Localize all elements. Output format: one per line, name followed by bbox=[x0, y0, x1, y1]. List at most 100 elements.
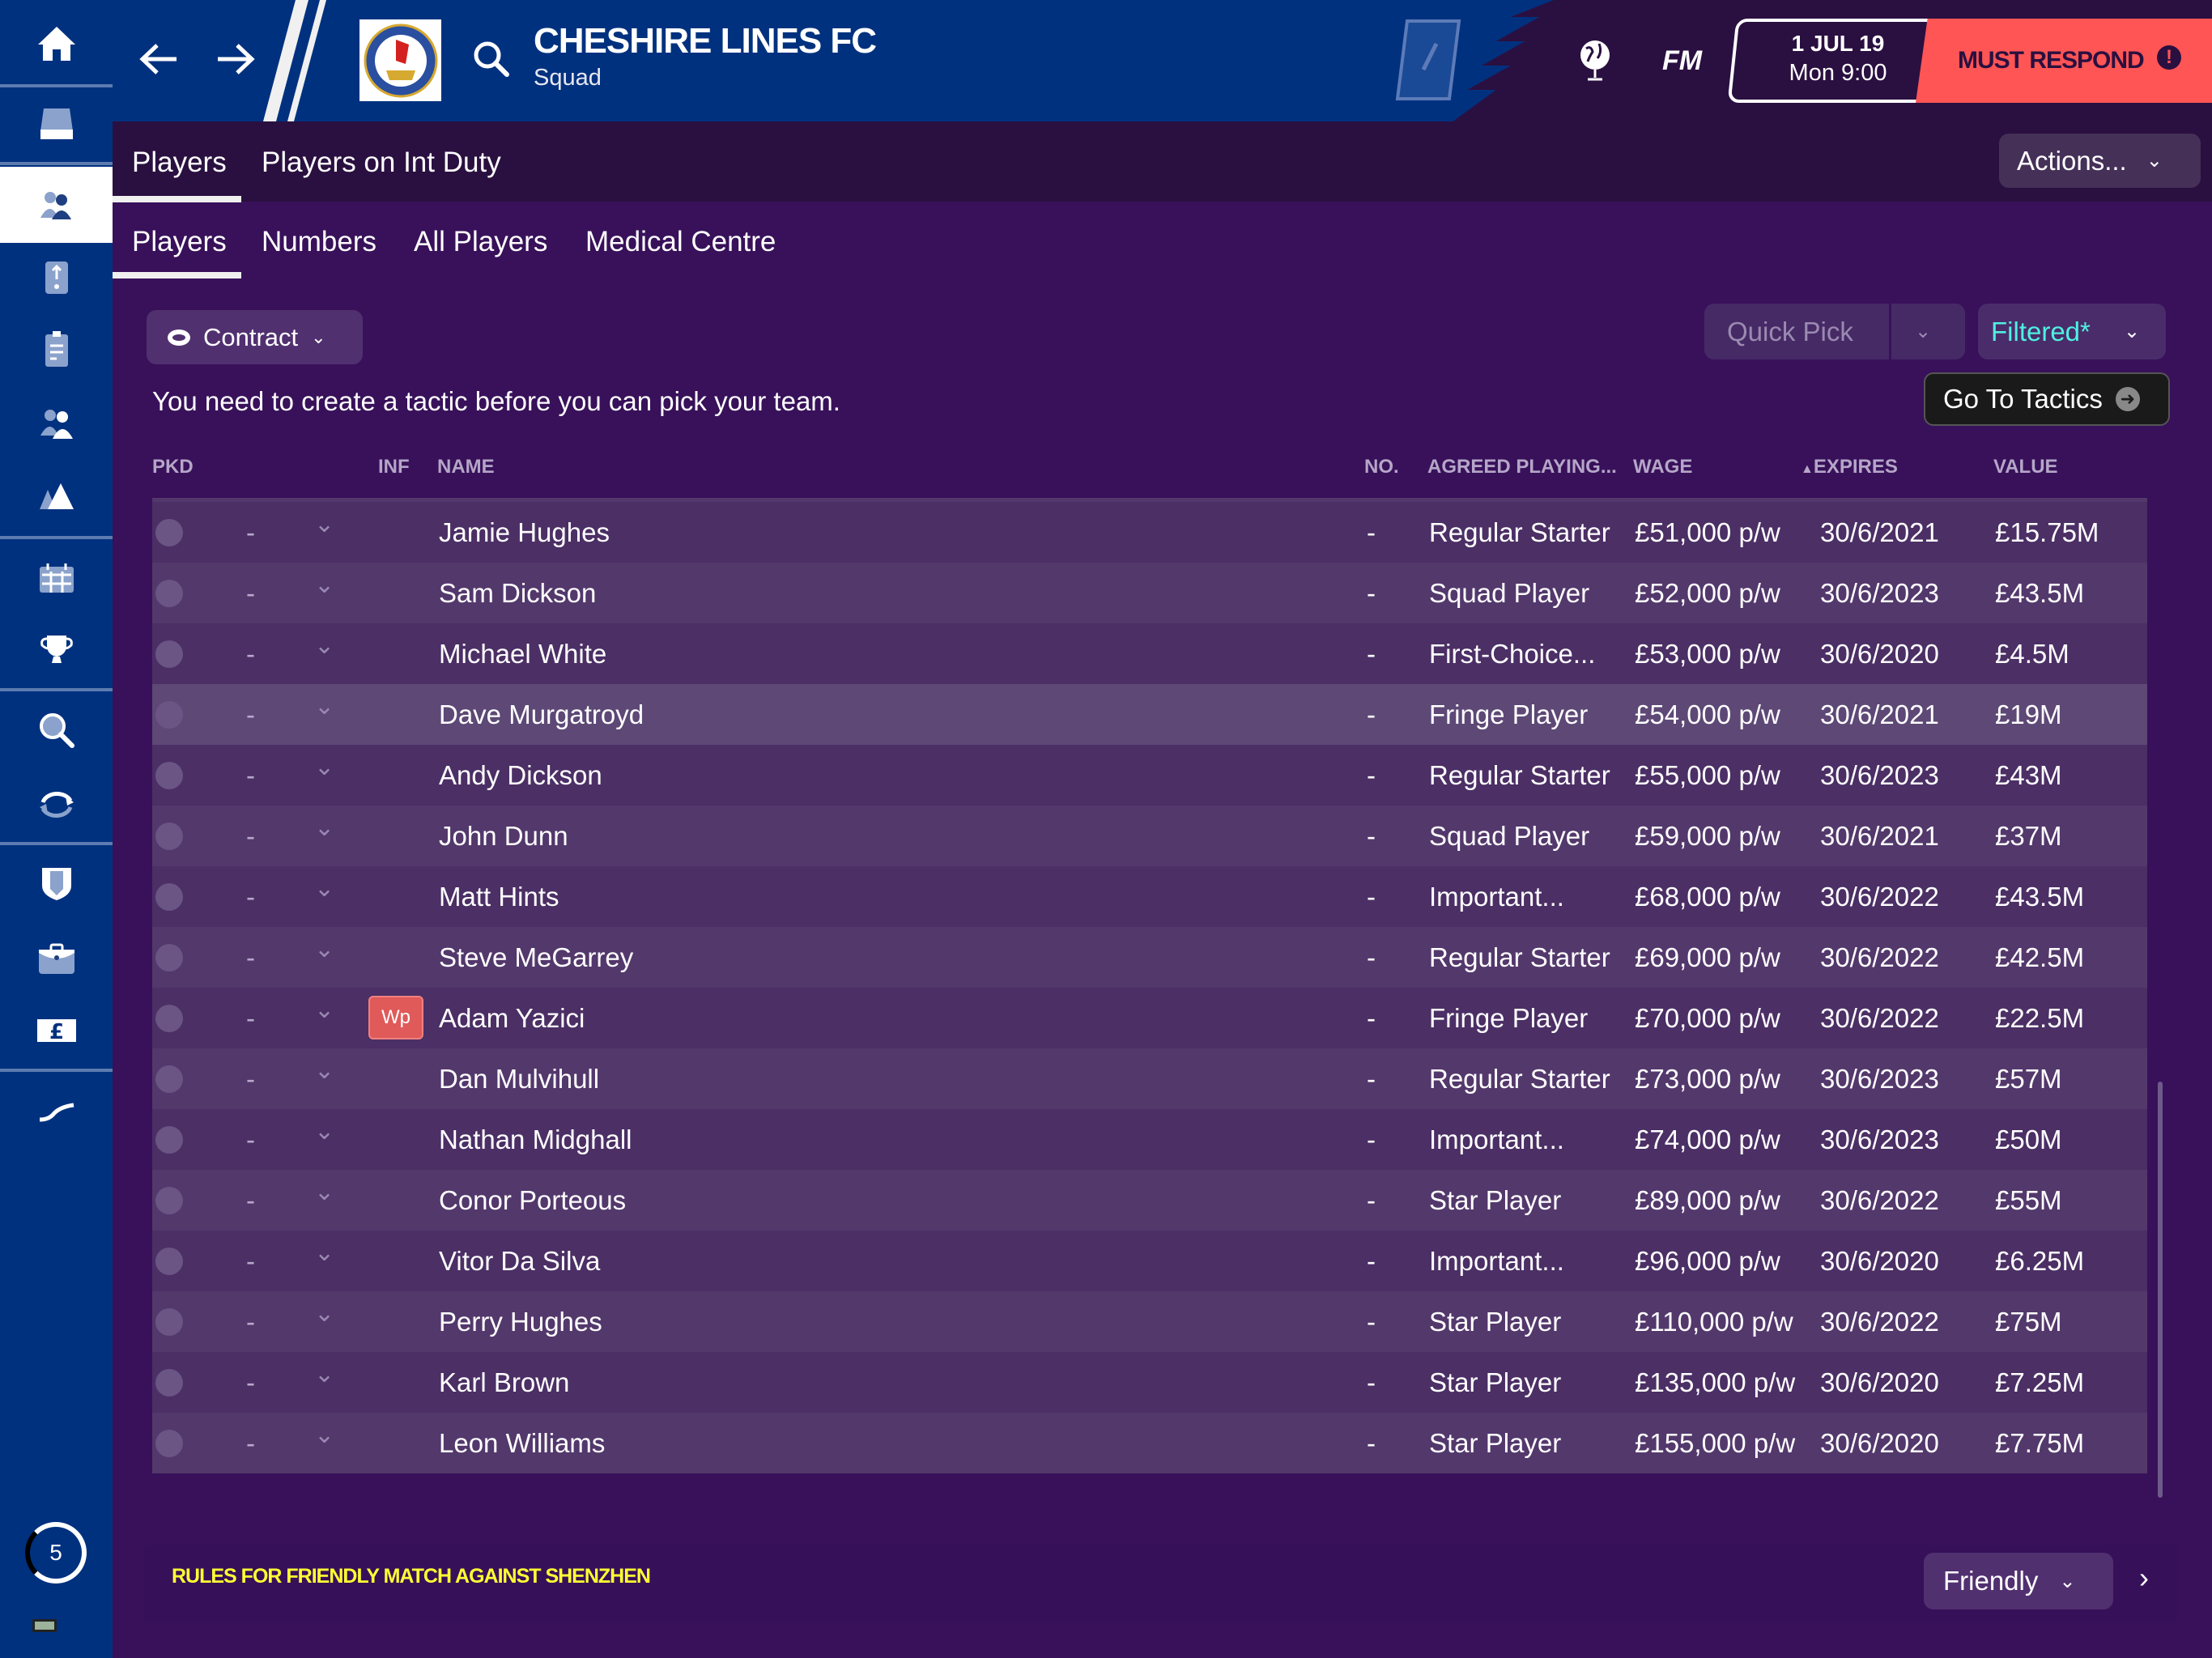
col-value[interactable]: VALUE bbox=[1993, 456, 2058, 478]
sidebar-item-home[interactable] bbox=[0, 7, 113, 80]
table-row[interactable]: - ⌄ Karl Brown - Star Player £135,000 p/w 30/6… bbox=[152, 1352, 2147, 1413]
chevron-down-icon[interactable]: ⌄ bbox=[314, 632, 335, 659]
sidebar-item-training[interactable] bbox=[0, 460, 113, 533]
match-rules-label[interactable]: RULES FOR FRIENDLY MATCH AGAINST SHENZHE… bbox=[172, 1565, 651, 1588]
picked-check-icon[interactable] bbox=[155, 1005, 183, 1032]
chevron-down-icon[interactable]: ⌄ bbox=[314, 572, 335, 598]
go-to-tactics-button[interactable]: Go To Tactics ➜ bbox=[1924, 372, 2170, 426]
subtab-numbers[interactable]: Numbers bbox=[262, 226, 376, 257]
player-name[interactable]: Nathan Midghall bbox=[439, 1124, 632, 1154]
table-row[interactable]: - ⌄ Wp Adam Yazici - Fringe Player £70,000 p/w… bbox=[152, 988, 2147, 1048]
filter-button[interactable]: Filtered* ⌄ bbox=[1978, 304, 2166, 359]
player-name[interactable]: Leon Williams bbox=[439, 1428, 606, 1458]
player-name[interactable]: John Dunn bbox=[439, 821, 568, 851]
player-name[interactable]: Michael White bbox=[439, 639, 607, 669]
chevron-down-icon[interactable]: ⌄ bbox=[314, 754, 335, 780]
sidebar-item-reports[interactable] bbox=[0, 313, 113, 386]
tab-players-on-int-duty[interactable]: Players on Int Duty bbox=[262, 147, 501, 178]
table-row[interactable]: - ⌄ Vitor Da Silva - Important... £96,000 p/w… bbox=[152, 1231, 2147, 1291]
table-row[interactable]: - ⌄ Steve MeGarrey - Regular Starter £69,000 … bbox=[152, 927, 2147, 988]
picked-check-icon[interactable] bbox=[155, 701, 183, 729]
view-selector[interactable]: Contract ⌄ bbox=[147, 310, 363, 364]
table-row[interactable]: - ⌄ Dan Mulvihull - Regular Starter £73,000 p… bbox=[152, 1048, 2147, 1109]
table-row[interactable]: -⌄Chris Cruickshanks-Important...£50,000… bbox=[152, 498, 2147, 502]
tab-players[interactable]: Players bbox=[132, 147, 227, 178]
table-row[interactable]: - ⌄ Andy Dickson - Regular Starter £55,000 p/… bbox=[152, 745, 2147, 806]
player-name[interactable]: Sam Dickson bbox=[439, 578, 597, 608]
sidebar-item-scouting[interactable] bbox=[0, 694, 113, 767]
player-name[interactable]: Dan Mulvihull bbox=[439, 1064, 600, 1094]
picked-check-icon[interactable] bbox=[155, 823, 183, 850]
chevron-down-icon[interactable]: ⌄ bbox=[314, 997, 335, 1023]
player-name[interactable]: Andy Dickson bbox=[439, 760, 602, 790]
table-row[interactable]: - ⌄ Leon Williams - Star Player £155,000 p/w 3… bbox=[152, 1413, 2147, 1473]
picked-check-icon[interactable] bbox=[155, 1369, 183, 1397]
picked-check-icon[interactable] bbox=[155, 762, 183, 789]
sidebar-item-staff[interactable] bbox=[0, 388, 113, 461]
chevron-down-icon[interactable]: ⌄ bbox=[314, 875, 335, 902]
quick-pick-button[interactable]: Quick Pick ⌄ bbox=[1704, 304, 1965, 359]
subtab-players[interactable]: Players bbox=[132, 226, 227, 257]
player-name[interactable]: Adam Yazici bbox=[439, 1003, 585, 1033]
forward-button[interactable] bbox=[215, 40, 255, 82]
picked-check-icon[interactable] bbox=[155, 640, 183, 668]
chevron-down-icon[interactable]: ⌄ bbox=[314, 693, 335, 720]
picked-check-icon[interactable] bbox=[155, 1430, 183, 1457]
subtab-all-players[interactable]: All Players bbox=[414, 226, 548, 257]
search-icon[interactable] bbox=[471, 39, 512, 83]
globe-icon[interactable] bbox=[1575, 37, 1615, 87]
picked-check-icon[interactable] bbox=[155, 1248, 183, 1275]
table-row[interactable]: - ⌄ Perry Hughes - Star Player £110,000 p/w 30… bbox=[152, 1291, 2147, 1352]
chevron-down-icon[interactable]: ⌄ bbox=[314, 1239, 335, 1266]
sidebar-item-squad[interactable] bbox=[0, 167, 113, 243]
sidebar-item-finances[interactable]: £ bbox=[0, 994, 113, 1067]
player-name[interactable]: Conor Porteous bbox=[439, 1185, 627, 1215]
table-row[interactable]: - ⌄ Matt Hints - Important... £68,000 p/w 30/6… bbox=[152, 866, 2147, 927]
chevron-down-icon[interactable]: ⌄ bbox=[314, 1057, 335, 1084]
player-name[interactable]: Matt Hints bbox=[439, 882, 559, 912]
sidebar-item-club-info[interactable] bbox=[0, 848, 113, 920]
picked-check-icon[interactable] bbox=[155, 1126, 183, 1154]
match-type-selector[interactable]: Friendly ⌄ bbox=[1924, 1553, 2113, 1609]
chevron-down-icon[interactable]: ⌄ bbox=[314, 936, 335, 963]
sidebar-item-dynamics[interactable] bbox=[0, 241, 113, 314]
player-name[interactable]: Karl Brown bbox=[439, 1367, 570, 1397]
picked-check-icon[interactable] bbox=[155, 519, 183, 546]
table-row[interactable]: - ⌄ John Dunn - Squad Player £59,000 p/w 30/6/… bbox=[152, 806, 2147, 866]
chevron-down-icon[interactable]: ⌄ bbox=[314, 1422, 335, 1448]
table-row[interactable]: - ⌄ Conor Porteous - Star Player £89,000 p/w 3… bbox=[152, 1170, 2147, 1231]
chevron-right-icon[interactable]: › bbox=[2139, 1561, 2149, 1594]
player-name[interactable]: Perry Hughes bbox=[439, 1307, 602, 1337]
subtab-medical-centre[interactable]: Medical Centre bbox=[585, 226, 776, 257]
col-wage[interactable]: WAGE bbox=[1633, 456, 1693, 478]
chevron-down-icon[interactable]: ⌄ bbox=[314, 1179, 335, 1205]
club-logo[interactable] bbox=[359, 19, 441, 101]
picked-check-icon[interactable] bbox=[155, 580, 183, 607]
picked-check-icon[interactable] bbox=[155, 1308, 183, 1336]
chevron-down-icon[interactable]: ⌄ bbox=[314, 814, 335, 841]
sidebar-item-inbox[interactable] bbox=[0, 87, 113, 160]
player-name[interactable]: Dave Murgatroyd bbox=[439, 699, 644, 729]
col-agreed-playing-time[interactable]: AGREED PLAYING... bbox=[1427, 456, 1617, 478]
processing-counter[interactable]: 5 bbox=[25, 1522, 87, 1584]
col-expires[interactable]: ▲EXPIRES bbox=[1801, 456, 1898, 478]
back-button[interactable] bbox=[139, 40, 180, 82]
chevron-down-icon[interactable]: ⌄ bbox=[314, 1300, 335, 1327]
col-pkd[interactable]: PKD bbox=[152, 456, 194, 478]
table-row[interactable]: - ⌄ Nathan Midghall - Important... £74,000 p/… bbox=[152, 1109, 2147, 1170]
table-row[interactable]: - ⌄ Dave Murgatroyd - Fringe Player £54,000 p… bbox=[152, 684, 2147, 745]
notepad-icon[interactable] bbox=[1389, 19, 1475, 104]
actions-button[interactable]: Actions... ⌄ bbox=[1999, 134, 2201, 188]
sidebar-item-schedule[interactable] bbox=[0, 542, 113, 614]
col-name[interactable]: NAME bbox=[437, 456, 495, 478]
chevron-down-icon[interactable]: ⌄ bbox=[314, 511, 335, 538]
picked-check-icon[interactable] bbox=[155, 1065, 183, 1093]
sidebar-item-competitions[interactable] bbox=[0, 614, 113, 687]
col-no[interactable]: NO. bbox=[1364, 456, 1399, 478]
col-inf[interactable]: INF bbox=[378, 456, 410, 478]
sidebar-item-development[interactable] bbox=[0, 1076, 113, 1149]
chevron-down-icon[interactable]: ⌄ bbox=[314, 1118, 335, 1145]
sidebar-item-club-vision[interactable] bbox=[0, 923, 113, 996]
sidebar-item-transfers[interactable] bbox=[0, 767, 113, 840]
table-row[interactable]: - ⌄ Sam Dickson - Squad Player £52,000 p/w 30/… bbox=[152, 563, 2147, 623]
